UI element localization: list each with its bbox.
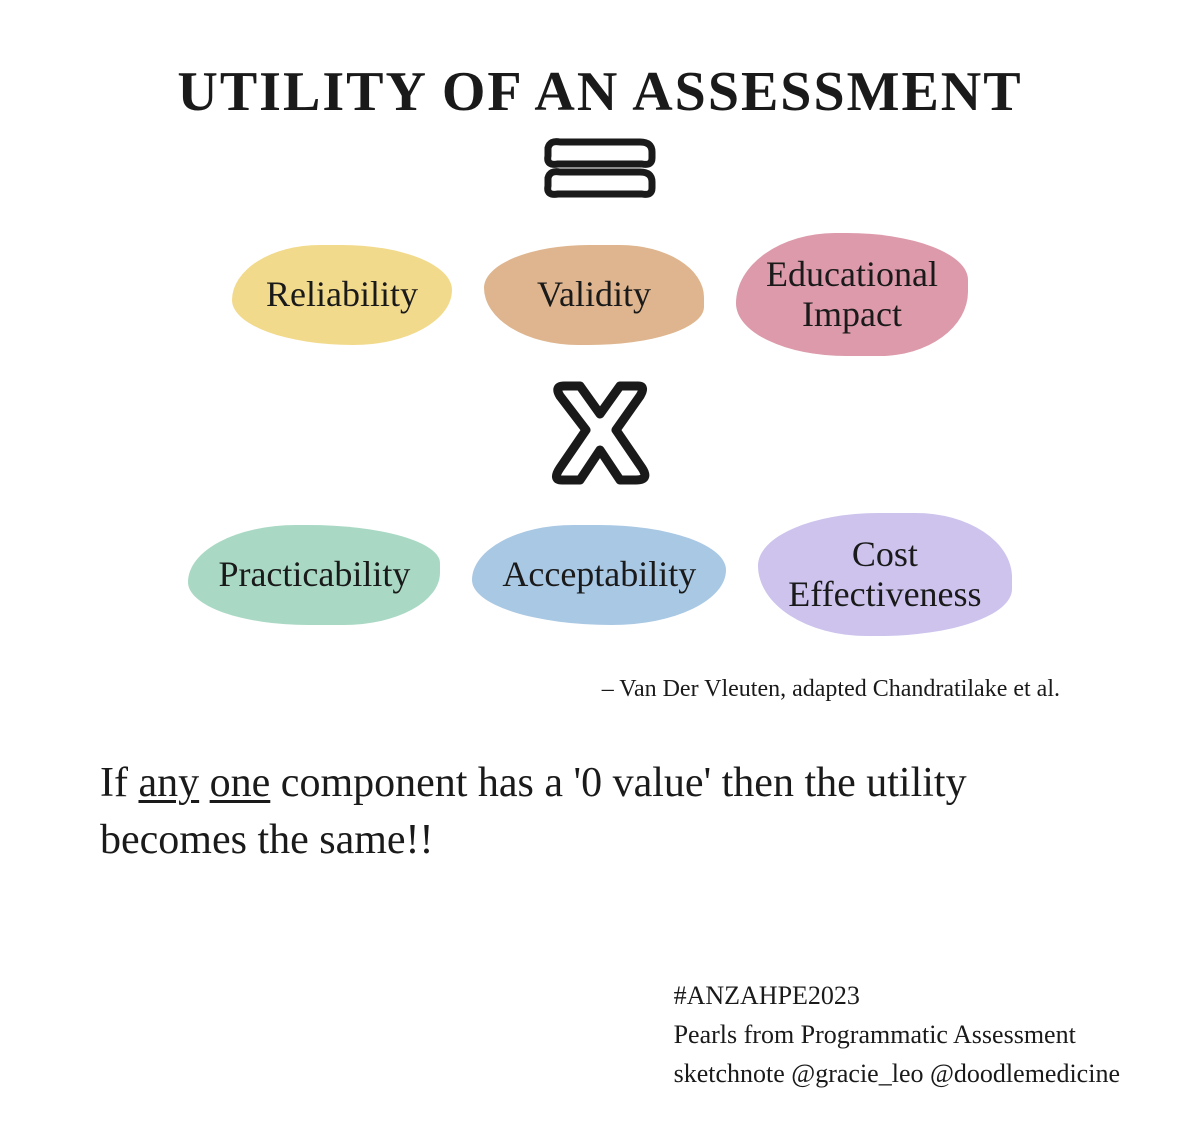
footer-session: Pearls from Programmatic Assessment (674, 1015, 1120, 1054)
attribution-text: – Van Der Vleuten, adapted Chandratilake… (80, 676, 1060, 703)
note-underline-any: any (138, 760, 199, 806)
factor-cost-effectiveness: Cost Effectiveness (758, 513, 1011, 636)
factor-reliability: Reliability (232, 245, 452, 345)
zero-value-note: If any one component has a '0 value' the… (100, 755, 1100, 868)
times-icon (80, 374, 1120, 499)
equals-icon (80, 134, 1120, 209)
factor-row-1: Reliability Validity Educational Impact (80, 233, 1120, 356)
factor-practicability: Practicability (188, 525, 440, 625)
footer-block: #ANZAHPE2023 Pearls from Programmatic As… (674, 976, 1120, 1093)
footer-hashtag: #ANZAHPE2023 (674, 976, 1120, 1015)
note-prefix: If (100, 760, 138, 806)
note-underline-one: one (210, 760, 271, 806)
factor-validity: Validity (484, 245, 704, 345)
footer-credits: sketchnote @gracie_leo @doodlemedicine (674, 1054, 1120, 1093)
factor-educational-impact: Educational Impact (736, 233, 968, 356)
factor-row-2: Practicability Acceptability Cost Effect… (80, 513, 1120, 636)
factor-acceptability: Acceptability (472, 525, 726, 625)
page-title: UTILITY OF AN ASSESSMENT (80, 60, 1120, 124)
note-mid (199, 760, 210, 806)
